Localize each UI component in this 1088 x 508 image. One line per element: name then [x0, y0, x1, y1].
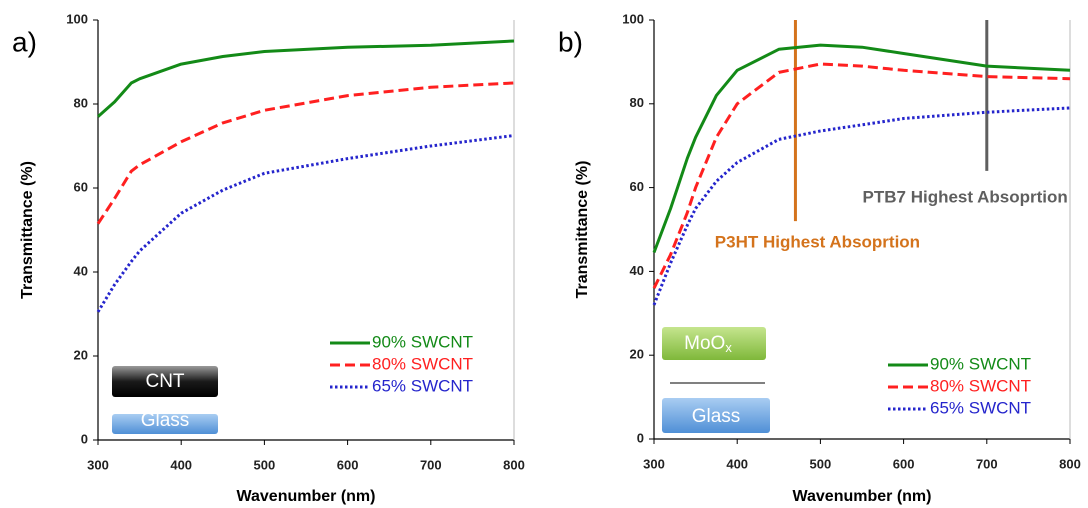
layer-box: [662, 398, 770, 433]
y-axis-label: Transmittance (%): [574, 161, 591, 299]
layer-label-subscript: x: [725, 340, 732, 355]
y-tick-label: 20: [74, 347, 88, 362]
series-line: [96, 134, 515, 313]
annotation-text: P3HT Highest Absoprtion: [715, 233, 920, 252]
layer-label: Glass: [692, 406, 741, 427]
y-tick-label: 20: [630, 347, 644, 362]
y-tick-label: 100: [66, 11, 88, 26]
layer-box: [112, 414, 218, 434]
series-line: [652, 62, 1071, 289]
x-tick-label: 800: [503, 457, 525, 472]
legend-label: 90% SWCNT: [372, 332, 473, 351]
layer-label-text: Glass: [141, 410, 190, 431]
legend-label: 80% SWCNT: [930, 376, 1031, 395]
x-tick-label: 500: [810, 456, 832, 471]
legend-label: 65% SWCNT: [372, 376, 473, 395]
series-line: [97, 39, 515, 118]
y-tick-label: 80: [630, 95, 644, 110]
x-axis-label: Wavenumber (nm): [237, 488, 376, 505]
x-tick-label: 700: [420, 457, 442, 472]
y-axis-label: Transmittance (%): [19, 161, 36, 299]
layer-label-text: Glass: [692, 406, 741, 427]
layer-box: [112, 366, 218, 397]
series-line: [652, 43, 1071, 254]
y-tick-label: 40: [74, 263, 88, 278]
layer-label: Glass: [141, 410, 190, 431]
legend-label: 65% SWCNT: [930, 398, 1031, 417]
y-tick-label: 60: [74, 179, 88, 194]
y-tick-label: 40: [630, 263, 644, 278]
legend-label: 90% SWCNT: [930, 354, 1031, 373]
y-tick-label: 0: [81, 431, 88, 446]
x-tick-label: 700: [976, 456, 998, 471]
y-tick-label: 60: [630, 179, 644, 194]
series-line: [96, 81, 515, 225]
layer-label-text: CNT: [145, 371, 184, 392]
x-tick-label: 600: [893, 456, 915, 471]
x-tick-label: 800: [1059, 456, 1081, 471]
series-line: [652, 106, 1071, 306]
panel-label: a): [12, 26, 37, 57]
y-tick-label: 0: [637, 430, 644, 445]
x-axis-label: Wavenumber (nm): [793, 488, 932, 505]
y-tick-label: 100: [622, 11, 644, 26]
y-tick-label: 80: [74, 95, 88, 110]
layer-label-text: MoO: [684, 333, 725, 354]
panel-label: b): [558, 26, 583, 57]
layer-label: CNT: [145, 371, 184, 392]
layer-label: MoOx: [684, 333, 732, 355]
x-tick-label: 600: [337, 457, 359, 472]
x-tick-label: 400: [726, 456, 748, 471]
annotation-text: PTB7 Highest Absoprtion: [863, 187, 1068, 206]
x-tick-label: 300: [87, 457, 109, 472]
x-tick-label: 500: [254, 457, 276, 472]
x-tick-label: 300: [643, 456, 665, 471]
legend-label: 80% SWCNT: [372, 354, 473, 373]
layer-box: [662, 327, 766, 360]
x-tick-label: 400: [170, 457, 192, 472]
